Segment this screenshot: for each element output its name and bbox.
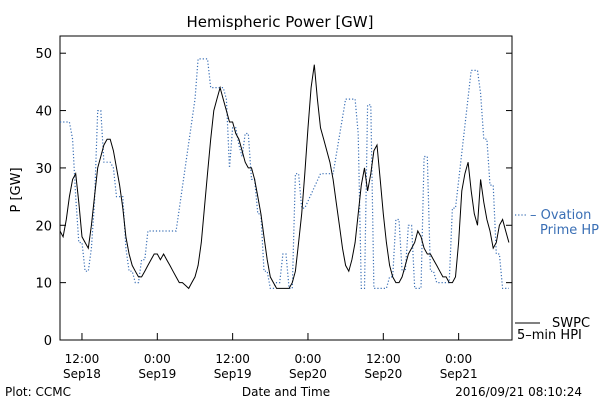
x-tick-time-label: 12:00	[215, 352, 250, 366]
y-tick-label: 30	[35, 162, 52, 177]
series-ovation-prime-hpi	[60, 58, 509, 289]
y-axis-ticks: 0 10 20 30 40 50	[35, 47, 512, 349]
y-tick-label: 20	[35, 219, 52, 234]
x-tick-time-label: 0:00	[445, 352, 472, 366]
y-tick-label: 50	[35, 47, 52, 62]
y-tick-label: 0	[44, 334, 52, 349]
series-line	[60, 58, 509, 289]
y-axis-label: P [GW]	[9, 167, 24, 212]
x-tick-time-label: 0:00	[144, 352, 171, 366]
footer-left: Plot: CCMC	[5, 385, 71, 399]
x-tick-date-label: Sep20	[364, 367, 402, 381]
legend-swpc-line2: 5–min HPI	[517, 328, 582, 343]
y-tick-label: 10	[35, 277, 52, 292]
x-tick-date-label: Sep19	[214, 367, 252, 381]
y-tick-label: 40	[35, 105, 52, 120]
legend-ovation-line1: – Ovation	[530, 208, 591, 223]
legend-ovation-line2: Prime HPI	[540, 223, 600, 238]
x-tick-date-label: Sep20	[289, 367, 327, 381]
plot-frame	[59, 35, 513, 341]
x-tick-time-label: 12:00	[65, 352, 100, 366]
legend-swpc-line1: SWPC	[552, 316, 590, 331]
x-axis-ticks: 12:00Sep180:00Sep1912:00Sep190:00Sep2012…	[63, 333, 478, 381]
series-line	[59, 64, 510, 290]
series-swpc-5-min-hpi	[59, 64, 510, 290]
x-tick-date-label: Sep18	[63, 367, 101, 381]
chart-title: Hemispheric Power [GW]	[187, 13, 374, 31]
x-tick-date-label: Sep19	[138, 367, 176, 381]
x-tick-date-label: Sep21	[440, 367, 478, 381]
x-axis-label: Date and Time	[242, 385, 330, 399]
footer-timestamp: 2016/09/21 08:10:24	[455, 385, 582, 399]
x-tick-time-label: 0:00	[294, 352, 321, 366]
x-tick-time-label: 12:00	[366, 352, 401, 366]
series-layer	[59, 58, 510, 290]
legend: – Ovation Prime HPI SWPC 5–min HPI	[515, 208, 600, 343]
